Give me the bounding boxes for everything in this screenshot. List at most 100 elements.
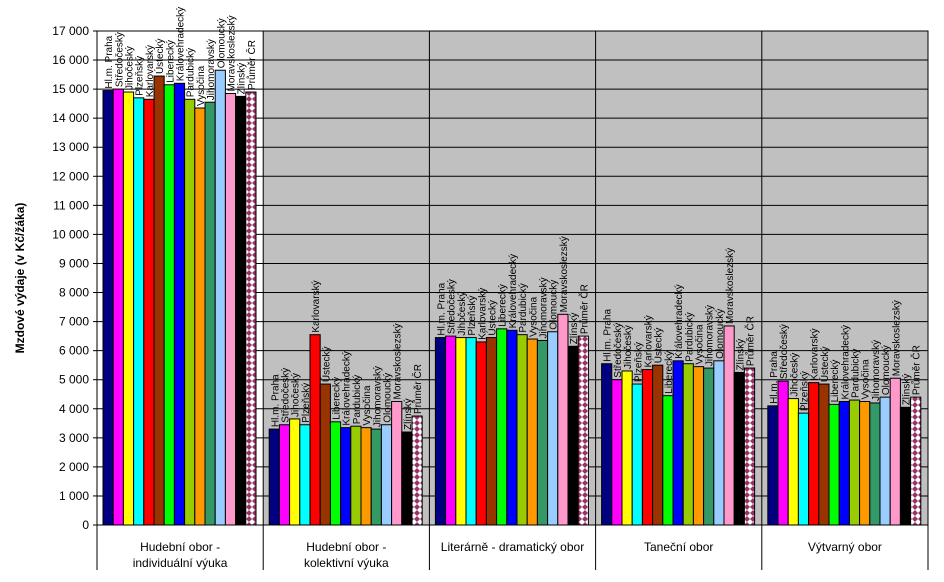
data-label: Středočeský	[281, 368, 292, 423]
data-label: Vysočina	[196, 65, 207, 106]
bar	[184, 98, 196, 526]
bar	[194, 107, 206, 526]
bar	[733, 371, 745, 526]
bar	[309, 334, 321, 526]
bar	[672, 360, 684, 526]
y-tick-label: 3 000	[59, 431, 89, 445]
bar	[818, 383, 830, 526]
data-label: Středočeský	[447, 279, 458, 334]
bar	[455, 337, 467, 526]
bar	[411, 415, 423, 526]
bar	[340, 427, 352, 526]
bar	[434, 337, 447, 526]
y-tick-label: 1 000	[59, 489, 89, 503]
bar	[516, 334, 528, 526]
bar	[204, 101, 216, 526]
data-label: Jihočeský	[291, 373, 302, 417]
bar	[526, 338, 538, 526]
data-label: Ústecký	[486, 300, 499, 336]
data-label: Ústecký	[818, 347, 831, 383]
data-label: Pardubický	[851, 349, 862, 398]
data-label: Liberecký	[498, 284, 509, 327]
bar	[289, 418, 301, 526]
bar	[163, 84, 175, 526]
bar	[391, 401, 403, 526]
bar	[641, 369, 654, 526]
bar	[889, 377, 901, 526]
y-tick-label: 7 000	[59, 315, 89, 329]
data-label: Středočeský	[613, 323, 624, 378]
bar	[797, 412, 810, 526]
y-tick-label: 8 000	[59, 286, 89, 300]
data-label: Olomoucký	[715, 309, 726, 359]
bar	[133, 97, 145, 526]
data-label: Vysočina	[861, 359, 872, 400]
plot-border	[96, 30, 929, 526]
data-label: Vysočina	[528, 296, 539, 337]
x-tick-label-line: Výtvarný obor	[808, 540, 882, 554]
data-label: Pardubický	[684, 312, 695, 361]
data-label: Průměr ČR	[910, 345, 923, 395]
data-label: Hl.m. Praha	[437, 282, 448, 335]
data-label: Olomoucký	[549, 280, 560, 330]
x-tick-label-line: Taneční obor	[644, 540, 713, 554]
bar	[299, 424, 311, 526]
data-label: Karlovarský	[644, 315, 655, 367]
bar	[899, 406, 912, 526]
y-tick-label: 15 000	[52, 82, 89, 96]
bar	[360, 427, 372, 526]
bar	[859, 401, 871, 526]
data-label: Zlínský	[902, 374, 913, 406]
data-label: Zlínský	[735, 339, 746, 371]
bar	[547, 331, 559, 526]
y-tick-label: 17 000	[52, 24, 89, 38]
y-tick-label: 0	[82, 518, 89, 532]
data-label: Moravskoslezský	[559, 236, 570, 312]
bar	[485, 337, 498, 526]
bar	[112, 88, 124, 526]
y-tick-label: 11 000	[53, 198, 89, 212]
bar	[601, 363, 613, 526]
y-tick-label: 4 000	[59, 402, 89, 416]
data-label: Královehradecký	[508, 254, 519, 328]
bar	[235, 95, 247, 526]
bar	[278, 424, 291, 526]
data-label: Liberecký	[664, 351, 675, 394]
data-label: Moravskoslezský	[725, 248, 736, 324]
x-tick-label-line: individuální výuka	[133, 556, 228, 570]
y-tick-label: 14 000	[52, 111, 89, 125]
bar	[577, 335, 589, 526]
data-label: Středočeský	[114, 32, 125, 87]
bar	[692, 366, 705, 526]
y-tick-label: 16 000	[52, 53, 89, 67]
data-label: Jihomoravský	[206, 39, 217, 100]
data-label: Olomoucký	[881, 345, 892, 395]
data-label: Jihočeský	[125, 46, 136, 90]
x-tick-label: Literárně - dramatický obor	[441, 540, 584, 554]
bar	[777, 380, 789, 526]
bar	[611, 379, 623, 526]
data-label: Moravskoslezský	[227, 15, 238, 91]
bar	[329, 421, 342, 526]
bar	[245, 91, 257, 526]
data-label: Jihomoravský	[372, 366, 383, 427]
data-label: Jihočeský	[623, 325, 634, 369]
y-tick-label: 13 000	[52, 140, 89, 154]
data-label: Moravskoslezský	[393, 323, 404, 399]
data-label: Liberecký	[332, 377, 343, 420]
data-label: Karlovarský	[311, 280, 322, 332]
data-label: Zlínský	[237, 63, 248, 95]
data-label: Jihomoravský	[871, 340, 882, 401]
data-label: Ústecký	[319, 347, 332, 383]
bar	[370, 428, 382, 526]
data-label: Ústecký	[652, 328, 665, 364]
bar	[567, 345, 579, 526]
data-label: Moravskoslezský	[891, 300, 902, 376]
bar	[743, 367, 756, 526]
bar	[808, 382, 820, 526]
x-tick-label-line: kolektivní výuka	[304, 556, 389, 570]
bar	[838, 401, 850, 526]
bar	[475, 341, 487, 526]
data-label: Jihočeský	[457, 292, 468, 336]
